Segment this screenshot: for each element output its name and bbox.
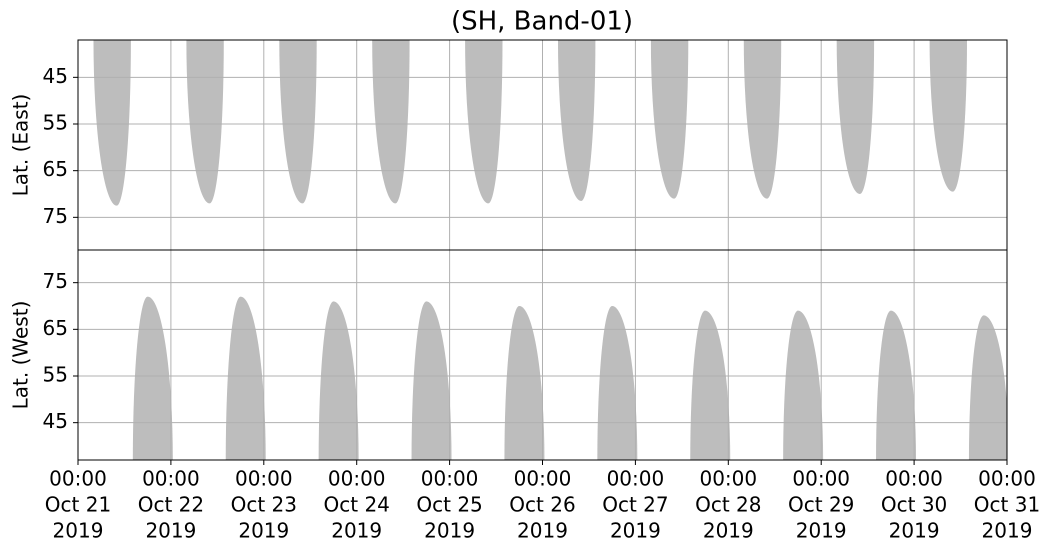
swath bbox=[836, 40, 875, 194]
x-tick-label: Oct 30 bbox=[881, 493, 947, 517]
x-tick-label: 2019 bbox=[53, 519, 104, 543]
x-tick-label: Oct 26 bbox=[509, 493, 575, 517]
swath bbox=[504, 306, 545, 460]
x-tick-label: Oct 21 bbox=[45, 493, 111, 517]
x-tick-label: 2019 bbox=[796, 519, 847, 543]
x-tick-label: 00:00 bbox=[885, 467, 943, 491]
swath bbox=[318, 301, 359, 460]
swath-layer bbox=[93, 40, 968, 206]
x-tick-label: Oct 24 bbox=[324, 493, 390, 517]
y-tick-label: 55 bbox=[43, 111, 68, 135]
swath bbox=[93, 40, 131, 206]
x-tick-label: Oct 27 bbox=[602, 493, 668, 517]
swath bbox=[132, 296, 173, 460]
x-tick-label: 00:00 bbox=[49, 467, 107, 491]
x-tick-label: 00:00 bbox=[328, 467, 386, 491]
x-tick-label: 2019 bbox=[238, 519, 289, 543]
y-tick-label: 45 bbox=[43, 409, 68, 433]
x-tick-label: Oct 25 bbox=[416, 493, 482, 517]
swath bbox=[411, 301, 452, 460]
y-tick-label: 45 bbox=[43, 64, 68, 88]
x-tick-label: 00:00 bbox=[699, 467, 757, 491]
x-tick-label: 2019 bbox=[145, 519, 196, 543]
x-tick-label: 2019 bbox=[982, 519, 1033, 543]
y-axis-label: Lat. (West) bbox=[9, 301, 33, 410]
x-tick-label: Oct 31 bbox=[974, 493, 1040, 517]
x-tick-label: Oct 22 bbox=[138, 493, 204, 517]
y-tick-label: 75 bbox=[43, 204, 68, 228]
x-tick-label: 00:00 bbox=[978, 467, 1036, 491]
x-tick-label: 2019 bbox=[703, 519, 754, 543]
x-tick-label: 00:00 bbox=[514, 467, 572, 491]
x-tick-label: Oct 29 bbox=[788, 493, 854, 517]
x-tick-label: 00:00 bbox=[421, 467, 479, 491]
x-tick-label: 00:00 bbox=[235, 467, 293, 491]
swath bbox=[225, 296, 266, 460]
y-tick-label: 55 bbox=[43, 363, 68, 387]
swath bbox=[690, 310, 731, 460]
swath bbox=[650, 40, 689, 199]
swath bbox=[743, 40, 782, 199]
y-tick-label: 65 bbox=[43, 316, 68, 340]
swath bbox=[279, 40, 317, 204]
swath bbox=[557, 40, 596, 201]
y-axis-label: Lat. (East) bbox=[9, 94, 33, 197]
y-tick-label: 75 bbox=[43, 269, 68, 293]
y-tick-label: 65 bbox=[43, 157, 68, 181]
x-tick-label: 00:00 bbox=[142, 467, 200, 491]
x-tick-label: 2019 bbox=[331, 519, 382, 543]
swath bbox=[465, 40, 503, 204]
x-tick-label: Oct 23 bbox=[231, 493, 297, 517]
x-tick-label: 00:00 bbox=[607, 467, 665, 491]
swath bbox=[186, 40, 224, 204]
x-tick-label: 2019 bbox=[610, 519, 661, 543]
swath bbox=[968, 315, 1007, 460]
swath bbox=[597, 306, 638, 460]
swath bbox=[876, 310, 917, 460]
swath bbox=[372, 40, 410, 204]
x-tick-label: 2019 bbox=[424, 519, 475, 543]
swath bbox=[783, 310, 824, 460]
chart-title: (SH, Band-01) bbox=[451, 7, 633, 37]
x-tick-label: 2019 bbox=[889, 519, 940, 543]
x-tick-label: Oct 28 bbox=[695, 493, 761, 517]
x-tick-label: 00:00 bbox=[792, 467, 850, 491]
x-tick-label: 2019 bbox=[517, 519, 568, 543]
swath bbox=[929, 40, 968, 192]
